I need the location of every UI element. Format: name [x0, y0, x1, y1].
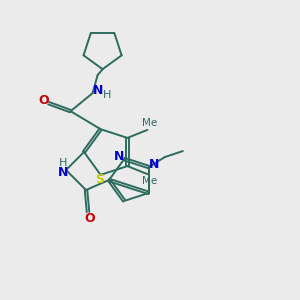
Text: Me: Me — [142, 176, 157, 186]
Text: O: O — [85, 212, 95, 226]
Text: N: N — [58, 167, 68, 179]
Text: H: H — [59, 158, 67, 168]
Text: N: N — [114, 150, 124, 163]
Text: H: H — [102, 90, 111, 100]
Text: S: S — [95, 173, 104, 186]
Text: N: N — [92, 84, 103, 97]
Text: O: O — [38, 94, 49, 107]
Text: N: N — [148, 158, 159, 171]
Text: Me: Me — [142, 118, 157, 128]
